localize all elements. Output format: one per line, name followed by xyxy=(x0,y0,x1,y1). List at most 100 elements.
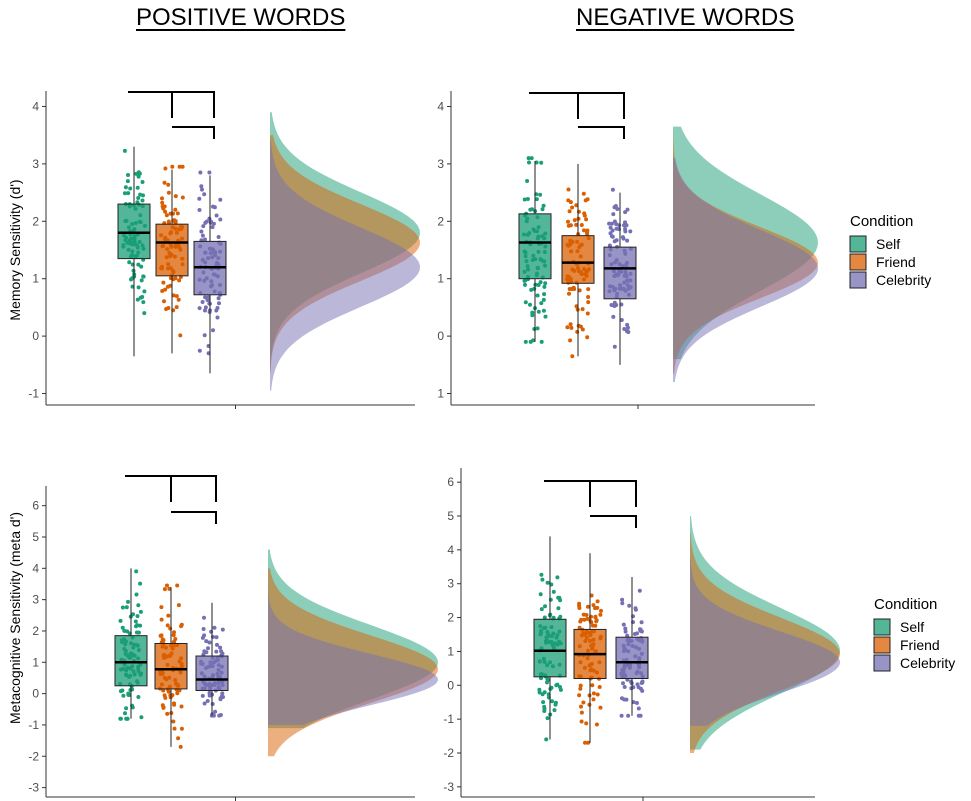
data-point xyxy=(523,300,528,305)
data-point xyxy=(597,685,602,689)
data-point xyxy=(122,148,127,153)
data-point xyxy=(619,713,624,718)
data-point xyxy=(529,156,534,161)
data-point xyxy=(639,620,644,625)
data-point xyxy=(118,716,123,721)
data-point xyxy=(212,625,217,630)
box-celebrity xyxy=(603,246,637,300)
data-point xyxy=(633,606,638,611)
data-point xyxy=(541,203,546,208)
data-point xyxy=(577,601,582,606)
data-point xyxy=(625,322,630,327)
data-point xyxy=(627,603,632,608)
data-point xyxy=(123,711,127,716)
data-point xyxy=(165,583,169,588)
y-tick-label: 4 xyxy=(32,99,39,113)
y-tick-label: -3 xyxy=(28,781,39,795)
data-point xyxy=(131,612,135,617)
data-point xyxy=(623,229,628,234)
data-point xyxy=(528,207,533,212)
data-point xyxy=(548,597,553,602)
y-tick-label: 4 xyxy=(32,561,39,575)
data-point xyxy=(543,281,548,286)
data-point xyxy=(214,213,219,218)
data-point xyxy=(591,603,596,608)
data-point xyxy=(578,686,583,691)
data-point xyxy=(176,736,181,741)
data-point xyxy=(626,330,631,334)
data-point xyxy=(637,588,642,593)
data-point xyxy=(215,306,220,310)
data-point xyxy=(621,236,626,241)
data-point xyxy=(213,709,218,714)
panel-meta-positive: -3 -2 -1 0 1 2 3 4 5 6 Metacognitive Sensitivity (… xyxy=(7,475,438,801)
y-tick-label: 0 xyxy=(32,329,39,343)
data-point xyxy=(582,617,587,622)
data-point xyxy=(218,197,223,202)
data-point xyxy=(609,221,614,226)
significance-bracket-inner xyxy=(590,515,637,528)
y-tick-label: 4 xyxy=(447,543,454,557)
data-point xyxy=(581,612,586,617)
data-point xyxy=(208,220,213,225)
data-point xyxy=(582,228,586,233)
legend-label-celebrity: Celebrity xyxy=(900,655,955,671)
data-point xyxy=(552,708,557,713)
data-point xyxy=(218,645,223,650)
data-point xyxy=(177,164,182,169)
data-point xyxy=(575,329,580,334)
data-point xyxy=(126,599,130,604)
data-point xyxy=(175,583,180,588)
data-point xyxy=(220,627,225,632)
data-point xyxy=(623,629,628,634)
data-point xyxy=(176,297,181,302)
data-point xyxy=(623,210,628,215)
data-point xyxy=(140,180,145,184)
data-point xyxy=(545,716,550,721)
data-point xyxy=(534,197,539,202)
data-point xyxy=(220,691,225,696)
data-point xyxy=(557,595,562,600)
data-point xyxy=(537,687,542,692)
data-point xyxy=(531,338,536,343)
data-point xyxy=(218,217,223,222)
data-point xyxy=(530,310,535,315)
data-point xyxy=(170,164,175,169)
data-point xyxy=(598,705,603,710)
data-point xyxy=(612,219,617,224)
data-point xyxy=(584,217,589,222)
data-point xyxy=(204,639,209,644)
box-self xyxy=(117,203,151,260)
data-point xyxy=(214,649,219,654)
data-point xyxy=(611,212,616,217)
data-point xyxy=(636,706,641,711)
data-point xyxy=(142,311,147,316)
data-point xyxy=(136,262,141,267)
data-point xyxy=(217,301,221,306)
data-point xyxy=(614,238,619,243)
data-point xyxy=(202,649,207,654)
data-point xyxy=(598,612,603,617)
data-point xyxy=(535,293,540,298)
y-tick-label: 6 xyxy=(32,499,39,513)
y-tick-label: 6 xyxy=(447,475,454,489)
data-point xyxy=(141,274,146,279)
data-point xyxy=(139,278,144,283)
data-point xyxy=(128,688,133,692)
y-tick-label: -1 xyxy=(28,718,39,732)
data-point xyxy=(542,292,547,297)
density-celebrity xyxy=(270,140,420,391)
data-point xyxy=(586,740,591,745)
data-point xyxy=(580,307,585,312)
data-point xyxy=(211,204,215,209)
data-point xyxy=(180,195,185,200)
significance-bracket-outer xyxy=(544,480,637,507)
data-point xyxy=(622,685,627,689)
data-point xyxy=(120,625,125,630)
data-point xyxy=(595,599,600,604)
data-point xyxy=(141,300,146,305)
data-point xyxy=(162,587,167,592)
data-point xyxy=(610,234,615,239)
data-point xyxy=(211,221,216,226)
